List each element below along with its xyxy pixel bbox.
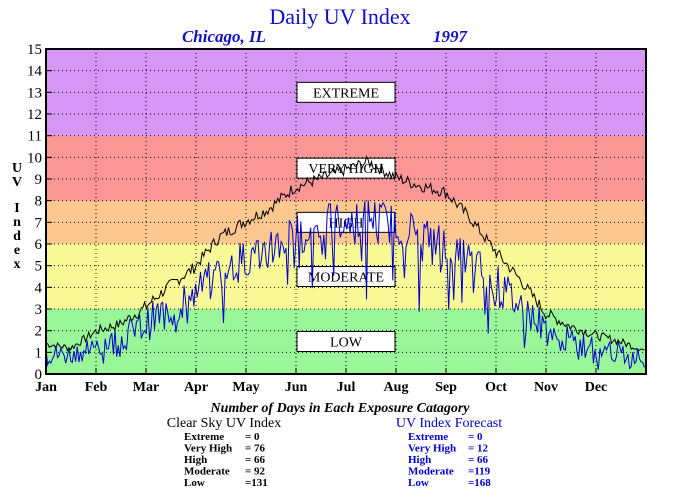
- y-axis-label-letter: e: [14, 243, 20, 258]
- stats-label: Extreme: [408, 431, 448, 443]
- stats-value: = 0: [468, 431, 483, 443]
- y-axis-label-letter: n: [13, 215, 21, 230]
- chart-title: Daily UV Index: [269, 4, 410, 29]
- y-tick-label: 4: [35, 280, 43, 296]
- y-tick-label: 12: [27, 107, 42, 123]
- stats-value: = 12: [468, 443, 489, 455]
- stats-label: High: [408, 454, 431, 466]
- y-tick-label: 11: [28, 129, 42, 145]
- stats-value: =168: [468, 477, 491, 489]
- stats-label: Low: [408, 477, 429, 489]
- y-tick-label: 7: [35, 215, 43, 231]
- zone-label-box: [296, 81, 396, 103]
- chart-subtitle-year: 1997: [433, 27, 469, 46]
- zone-label-box: [296, 266, 396, 287]
- stats-label: High: [184, 454, 207, 466]
- stats-value: =131: [245, 477, 268, 489]
- month-label: Feb: [85, 380, 108, 395]
- chart-subtitle-location: Chicago, IL: [182, 27, 266, 46]
- grid-lines: [46, 49, 646, 374]
- y-axis-label-letter: x: [14, 257, 21, 272]
- y-tick-label: 2: [35, 324, 43, 340]
- y-tick-label: 0: [35, 367, 43, 383]
- clear-sky-title: Clear Sky UV Index: [167, 416, 281, 431]
- y-tick-label: 6: [35, 237, 43, 253]
- zone-label-text: VERY HIGH: [308, 162, 383, 177]
- stats-value: = 0: [245, 431, 260, 443]
- stats-value: = 66: [245, 454, 266, 466]
- stats-value: =119: [468, 466, 491, 478]
- clear-sky-series-line: [45, 154, 645, 352]
- month-label: Oct: [485, 380, 507, 395]
- y-tick-label: 9: [35, 172, 43, 188]
- zone-label-text: MODERATE: [308, 271, 384, 286]
- y-tick-label: 8: [35, 194, 43, 210]
- forecast-stats: UV Index Forecast Extreme = 0 Very High = 1…: [396, 416, 502, 489]
- stats-label: Extreme: [184, 431, 224, 443]
- zone-label-extreme: EXTREME: [296, 81, 396, 103]
- zone-label-text: LOW: [330, 336, 363, 351]
- zone-label-text: EXTREME: [313, 86, 379, 101]
- stats-value: = 66: [468, 454, 489, 466]
- forecast-title: UV Index Forecast: [396, 416, 502, 431]
- y-tick-label: 10: [27, 150, 42, 166]
- days-caption: Number of Days in Each Exposure Catagory: [209, 401, 470, 416]
- stats-label: Moderate: [184, 466, 230, 478]
- y-tick-label: 3: [35, 302, 43, 318]
- axes: [45, 48, 647, 375]
- y-tick-label: 13: [27, 85, 42, 101]
- y-axis-label-letter: I: [14, 201, 19, 216]
- y-axis-label-letter: V: [12, 175, 22, 190]
- month-label: Nov: [534, 380, 558, 395]
- month-label: Jul: [337, 380, 356, 395]
- zone-label-moderate: MODERATE: [296, 266, 396, 287]
- y-tick-label: 15: [27, 42, 42, 58]
- forecast-series-line: [45, 200, 645, 370]
- stats-label: Low: [184, 477, 205, 489]
- stats-label: Very High: [408, 443, 456, 455]
- zone-label-low: LOW: [296, 331, 396, 352]
- y-axis-label-letter: d: [13, 229, 21, 244]
- month-label: May: [232, 380, 259, 395]
- stats-value: = 92: [245, 466, 266, 478]
- month-label: Jun: [285, 380, 308, 395]
- zone-label-box: [296, 331, 396, 352]
- y-tick-label: 5: [35, 259, 43, 275]
- month-label: Aug: [384, 380, 409, 395]
- stats-label: Very High: [184, 443, 232, 455]
- month-label: Jan: [35, 380, 57, 395]
- y-tick-label: 14: [27, 64, 43, 80]
- month-label: Dec: [585, 380, 608, 395]
- stats-label: Moderate: [408, 466, 454, 478]
- month-label: Apr: [184, 380, 208, 395]
- y-tick-label: 1: [35, 345, 43, 361]
- x-month-labels: Jan Feb Mar Apr May Jun Jul Aug Sep Oct Nov Dec: [35, 380, 607, 395]
- month-label: Sep: [435, 380, 457, 395]
- month-label: Mar: [133, 380, 159, 395]
- stats-value: = 76: [245, 443, 266, 455]
- clear-sky-stats: Clear Sky UV Index Extreme = 0 Very High = …: [167, 416, 281, 489]
- series-lines: [45, 154, 645, 370]
- y-axis-label-letter: U: [12, 161, 22, 176]
